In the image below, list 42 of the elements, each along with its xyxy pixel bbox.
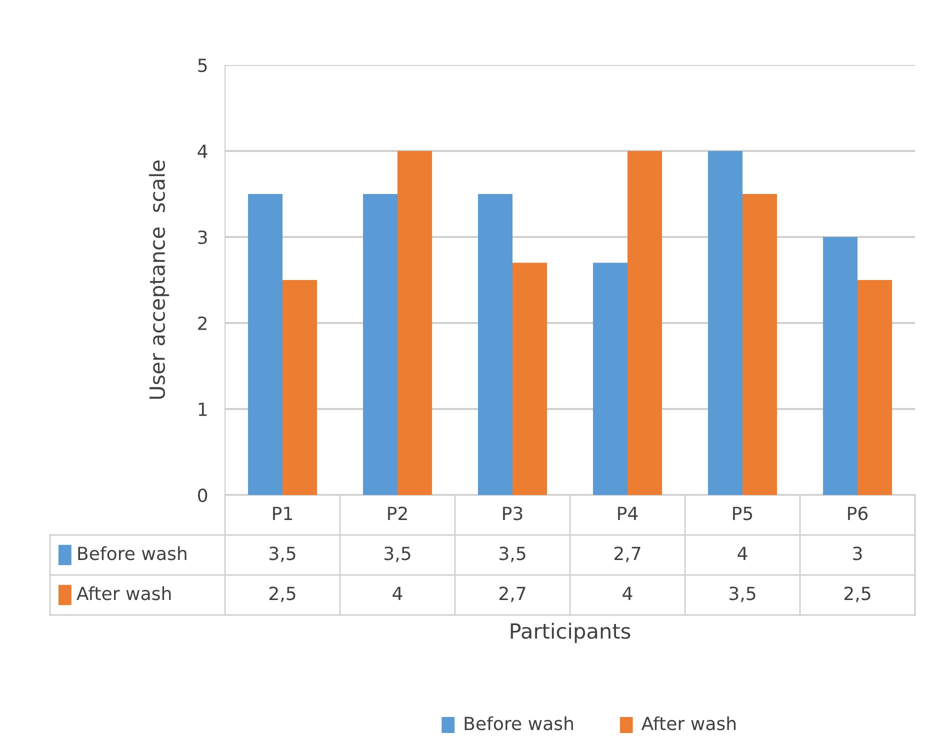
y-tick-label: 4: [198, 144, 208, 158]
data-label: 3,5: [730, 586, 756, 602]
legend-label: Before wash: [78, 546, 186, 560]
data-label: 4: [622, 586, 632, 600]
data-label: 2,5: [269, 586, 296, 602]
x-tick-label: P2: [388, 506, 407, 520]
x-tick-label: P6: [848, 506, 868, 520]
y-tick-label: 0: [198, 488, 208, 502]
bar: [858, 280, 892, 495]
y-tick-label: 5: [198, 58, 207, 72]
x-tick-label: P1: [273, 506, 292, 520]
data-label: 3,5: [384, 546, 410, 562]
y-tick-label: 1: [198, 402, 207, 416]
bar: [628, 151, 662, 495]
data-label: 3,5: [270, 546, 296, 562]
y-tick-label: 2: [198, 316, 207, 330]
bar: [478, 194, 512, 495]
bar: [823, 237, 858, 495]
data-label: 2,5: [844, 586, 870, 602]
x-tick-label: P5: [733, 506, 752, 520]
y-axis-title: User acceptance scale: [148, 160, 170, 399]
text: Before wash: [464, 716, 573, 730]
x-tick-label: P3: [503, 506, 522, 520]
bar: [248, 194, 282, 495]
bar: [512, 262, 547, 495]
bar: [282, 280, 317, 495]
data-label: 3,5: [500, 546, 526, 562]
text: After wash: [641, 716, 736, 730]
data-label: 3: [853, 546, 862, 560]
bar: [363, 194, 398, 495]
bar: [742, 194, 777, 495]
x-tick-label: P4: [618, 506, 638, 520]
data-label: 2,7: [614, 546, 640, 562]
data-label: 4: [392, 586, 402, 600]
data-label: 2,7: [499, 586, 526, 602]
bar: [593, 262, 628, 495]
legend-label: After wash: [76, 586, 171, 600]
bar: [708, 151, 742, 495]
data-label: 4: [738, 546, 748, 560]
bar: [398, 151, 432, 495]
y-tick-label: 3: [198, 230, 207, 244]
x-axis-title: Participants: [510, 622, 630, 643]
